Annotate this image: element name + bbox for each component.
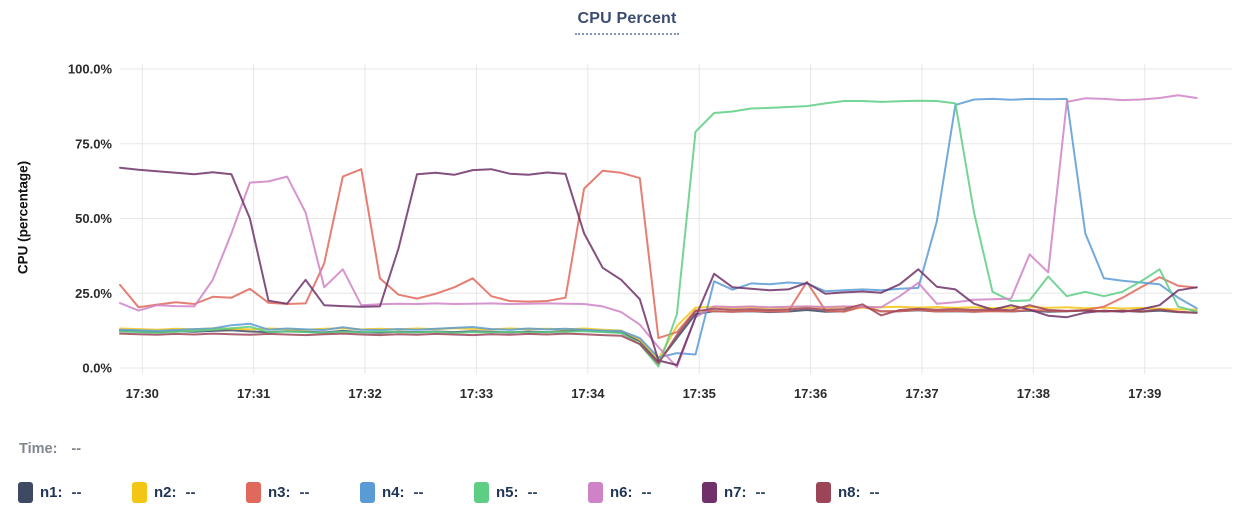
series-line-n5 [119,99,1198,368]
legend-swatch-n4 [360,482,375,503]
legend-label-n3: n3: [268,484,291,501]
legend-item-n6: n6: -- [588,482,702,503]
legend-value-n6: -- [641,484,652,501]
y-tick-label: 100.0% [68,62,113,77]
legend-swatch-n7 [702,482,717,503]
legend-label-n4: n4: [382,484,405,501]
legend: n1: -- n2: -- n3: -- n4: -- n5: -- n6: -- n7: -- n8: -- [18,482,930,503]
y-tick-label: 50.0% [75,211,112,226]
legend-value-n4: -- [413,484,424,501]
legend-item-n2: n2: -- [132,482,246,503]
legend-label-n2: n2: [154,484,177,501]
legend-value-n7: -- [755,484,766,501]
legend-swatch-n5 [474,482,489,503]
title-row: CPU Percent [0,10,1254,35]
v-gridlines: 17:30 17:31 17:32 17:33 17:34 17:35 17:36 17:37… [126,64,1161,401]
legend-item-n3: n3: -- [246,482,360,503]
legend-swatch-n3 [246,482,261,503]
x-tick-label: 17:36 [794,386,827,401]
legend-label-n8: n8: [838,484,861,501]
legend-swatch-n6 [588,482,603,503]
y-tick-label: 75.0% [75,136,112,151]
x-tick-label: 17:33 [460,386,493,401]
h-gridlines: 0.0% 25.0% 50.0% 75.0% 100.0% [68,62,1232,376]
chart-title[interactable]: CPU Percent [575,10,679,35]
x-tick-label: 17:32 [348,386,381,401]
legend-label-n1: n1: [40,484,63,501]
x-tick-label: 17:31 [237,386,270,401]
series-line-n8 [119,303,1198,365]
legend-value-n5: -- [527,484,538,501]
legend-item-n5: n5: -- [474,482,588,503]
time-value: -- [71,441,82,457]
legend-item-n4: n4: -- [360,482,474,503]
chart-canvas[interactable]: 0.0% 25.0% 50.0% 75.0% 100.0% 17:30 17:31 17:32… [0,0,1254,420]
legend-item-n1: n1: -- [18,482,132,503]
x-tick-label: 17:30 [126,386,159,401]
x-tick-label: 17:34 [571,386,605,401]
y-tick-label: 25.0% [75,286,112,301]
legend-swatch-n1 [18,482,33,503]
time-label: Time: [19,441,58,457]
legend-value-n3: -- [299,484,310,501]
legend-item-n8: n8: -- [816,482,930,503]
x-tick-label: 17:35 [683,386,716,401]
x-tick-label: 17:38 [1017,386,1050,401]
x-tick-label: 17:39 [1128,386,1161,401]
legend-value-n2: -- [185,484,196,501]
legend-swatch-n8 [816,482,831,503]
legend-label-n5: n5: [496,484,519,501]
legend-label-n7: n7: [724,484,747,501]
legend-time-row: Time: -- [19,441,81,457]
legend-value-n8: -- [869,484,880,501]
legend-swatch-n2 [132,482,147,503]
series-line-n4 [119,97,1198,359]
y-tick-label: 0.0% [82,361,112,376]
legend-item-n7: n7: -- [702,482,816,503]
series-line-n6 [119,94,1198,369]
legend-label-n6: n6: [610,484,633,501]
series-line-n3 [119,168,1198,340]
series-line-n7 [119,166,1198,366]
legend-value-n1: -- [71,484,82,501]
x-tick-label: 17:37 [905,386,938,401]
